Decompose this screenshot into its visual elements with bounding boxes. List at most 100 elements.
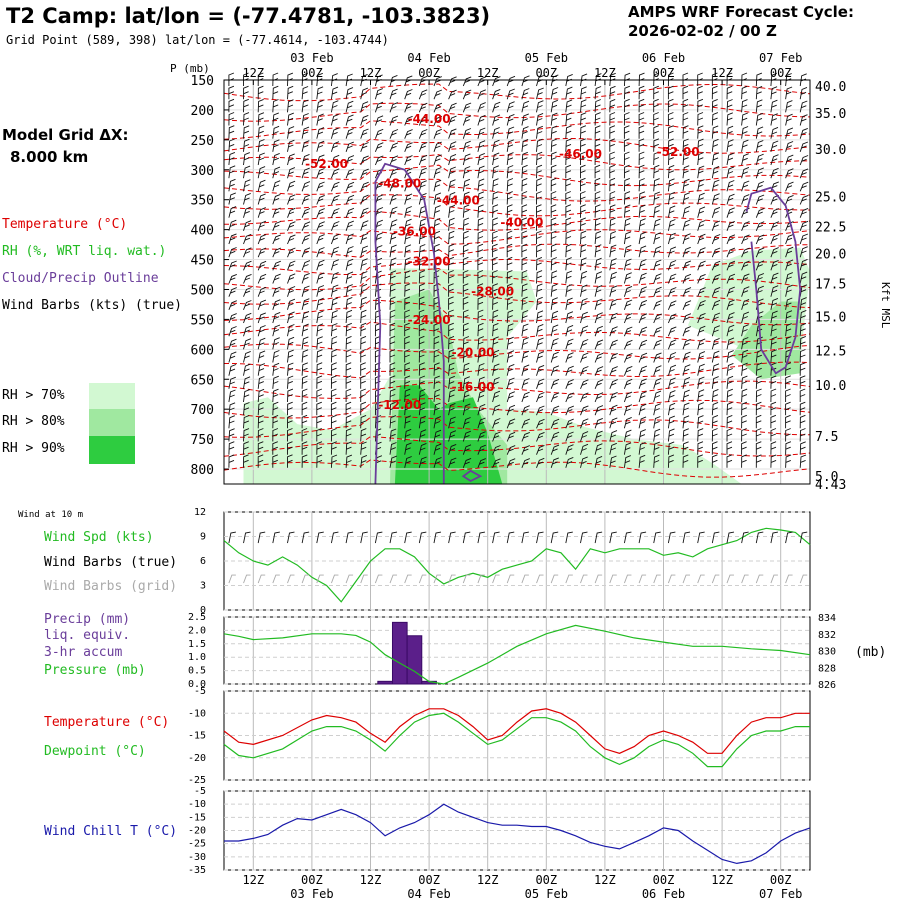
xs-wind-barb (667, 339, 677, 350)
xs-wind-barb (565, 431, 574, 442)
xs-wind-barb (243, 98, 249, 113)
xs-wind-barb (492, 349, 500, 363)
xs-wind-barb (477, 417, 486, 429)
xs-wind-barb (594, 204, 601, 218)
xs-wind-barb (257, 428, 264, 442)
xs-wind-barb (477, 191, 485, 205)
xs-wind-barb (316, 208, 325, 218)
xs-wind-barb (726, 220, 735, 231)
xs-wind-barb (316, 388, 323, 403)
xs-wind-barb (682, 233, 691, 245)
xs-wind-barb (243, 152, 250, 166)
pressure-tick-label: 150 (191, 74, 214, 89)
xs-wind-barb (799, 271, 808, 284)
xs-wind-barb (785, 441, 792, 455)
xs-wind-barb (667, 352, 677, 363)
temperature-contour-label: -46.00 (559, 147, 602, 161)
xs-wind-barb (799, 258, 808, 271)
xs-wind-barb (243, 206, 252, 218)
cross-section-axes: 150 200 250 300 350 400 450 500 550 600 650 700 750 8… (191, 51, 847, 493)
temperature-contour-label: -12.00 (378, 398, 421, 412)
xs-wind-barb (580, 456, 588, 468)
xs-wind-barb (609, 455, 617, 468)
xs-wind-barb (477, 431, 486, 442)
xs-wind-barb (609, 191, 616, 205)
wind-barb-grid (550, 574, 559, 584)
p3-ytick: -5 (194, 686, 206, 697)
xs-wind-barb (462, 457, 472, 468)
wind-barbs-profile (228, 72, 809, 468)
xs-wind-barb (418, 180, 427, 192)
xs-wind-barb (697, 247, 706, 258)
xs-wind-barb (580, 177, 586, 192)
xs-wind-barb (536, 217, 542, 231)
xs-wind-barb (550, 177, 557, 192)
xs-wind-barb (462, 349, 470, 363)
xs-wind-barb (594, 352, 604, 363)
xs-wind-barb (799, 454, 807, 468)
p2-ytick: 0.0 (188, 679, 206, 690)
xs-wind-barb (272, 454, 278, 468)
xs-wind-barb (228, 454, 235, 468)
xs-wind-barb (418, 402, 426, 416)
xs-wind-barb (418, 102, 428, 113)
xs-wind-barb (638, 454, 646, 468)
xs-wind-barb (741, 85, 748, 100)
pressure-tick-label: 300 (191, 164, 214, 179)
p4-ytick: -20 (188, 826, 206, 837)
xs-wind-barb (228, 98, 235, 113)
xs-wind-barb (653, 164, 660, 179)
xs-wind-barb (697, 351, 706, 363)
xs-wind-barb (506, 217, 513, 231)
xs-wind-barb (770, 375, 777, 389)
xs-wind-barb (741, 166, 750, 179)
xs-wind-barb (316, 234, 325, 245)
wind-barb-true (301, 531, 310, 544)
xs-wind-barb (448, 76, 457, 87)
xs-wind-barb (404, 89, 413, 100)
xs-wind-barb (580, 204, 586, 218)
xs-wind-barb (580, 257, 587, 271)
xs-wind-barb (667, 246, 677, 258)
xs-wind-barb (316, 336, 323, 350)
xs-wind-barb (770, 208, 780, 218)
xs-wind-barb (448, 166, 456, 179)
xs-wind-barb (580, 366, 589, 376)
xs-wind-barb (462, 102, 472, 113)
xs-wind-barb (330, 362, 337, 376)
xs-wind-barb (594, 430, 603, 442)
wind-barb-true (360, 531, 368, 544)
xs-wind-barb (770, 285, 779, 297)
xs-wind-barb (360, 322, 367, 337)
xs-wind-barb (287, 362, 294, 376)
xs-wind-barb (755, 441, 762, 455)
xs-wind-barb (521, 310, 529, 324)
xs-wind-barb (711, 220, 721, 231)
xs-wind-barb (506, 377, 515, 389)
xs-wind-barb (272, 286, 281, 297)
xs-wind-barb (653, 98, 659, 113)
xs-wind-barb (580, 431, 589, 442)
xs-wind-barb (301, 323, 309, 337)
xs-wind-barb (301, 310, 310, 324)
temperature-isotherm (223, 436, 811, 457)
xs-wind-barb (536, 323, 544, 337)
xs-wind-barb (462, 140, 471, 152)
temperature-contour-labels: -44.00 -52.00 -48.00 -46.00 -52.00 -44.00 -40.… (305, 112, 700, 412)
xs-wind-barb (301, 388, 308, 403)
xs-wind-barb (301, 140, 310, 152)
xs-wind-barb (462, 270, 469, 284)
xs-wind-barb (228, 300, 237, 310)
xs-wind-barb (609, 326, 618, 337)
xs-wind-barb (272, 273, 281, 284)
xs-wind-barb (345, 375, 352, 389)
p2-ytick-right: 826 (818, 680, 836, 691)
xs-wind-barb (638, 204, 646, 218)
xs-wind-barb (667, 191, 676, 205)
xs-wind-barb (418, 442, 427, 455)
xs-wind-barb (433, 192, 442, 205)
xs-wind-barb (623, 299, 633, 310)
xs-wind-barb (755, 181, 765, 192)
wind-barb-grid (799, 574, 808, 584)
xs-wind-barb (418, 89, 428, 100)
